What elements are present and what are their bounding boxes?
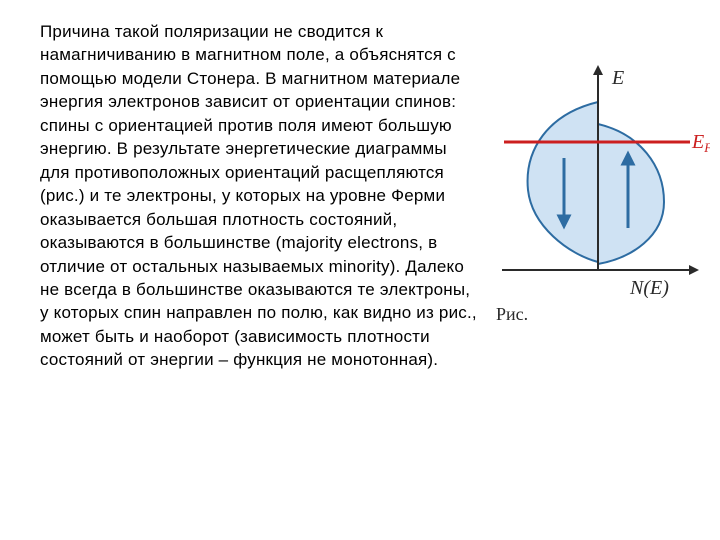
figure-caption: Рис.: [496, 304, 710, 325]
svg-text:N(E): N(E): [629, 277, 669, 298]
slide: Причина такой поляризации не сводится к …: [0, 0, 720, 540]
svg-text:E: E: [611, 67, 624, 89]
svg-text:EF: EF: [691, 131, 710, 155]
body-paragraph: Причина такой поляризации не сводится к …: [40, 20, 480, 372]
density-of-states-diagram: E N(E) EF: [480, 62, 710, 298]
stoner-figure: E N(E) EF Рис.: [480, 62, 710, 325]
